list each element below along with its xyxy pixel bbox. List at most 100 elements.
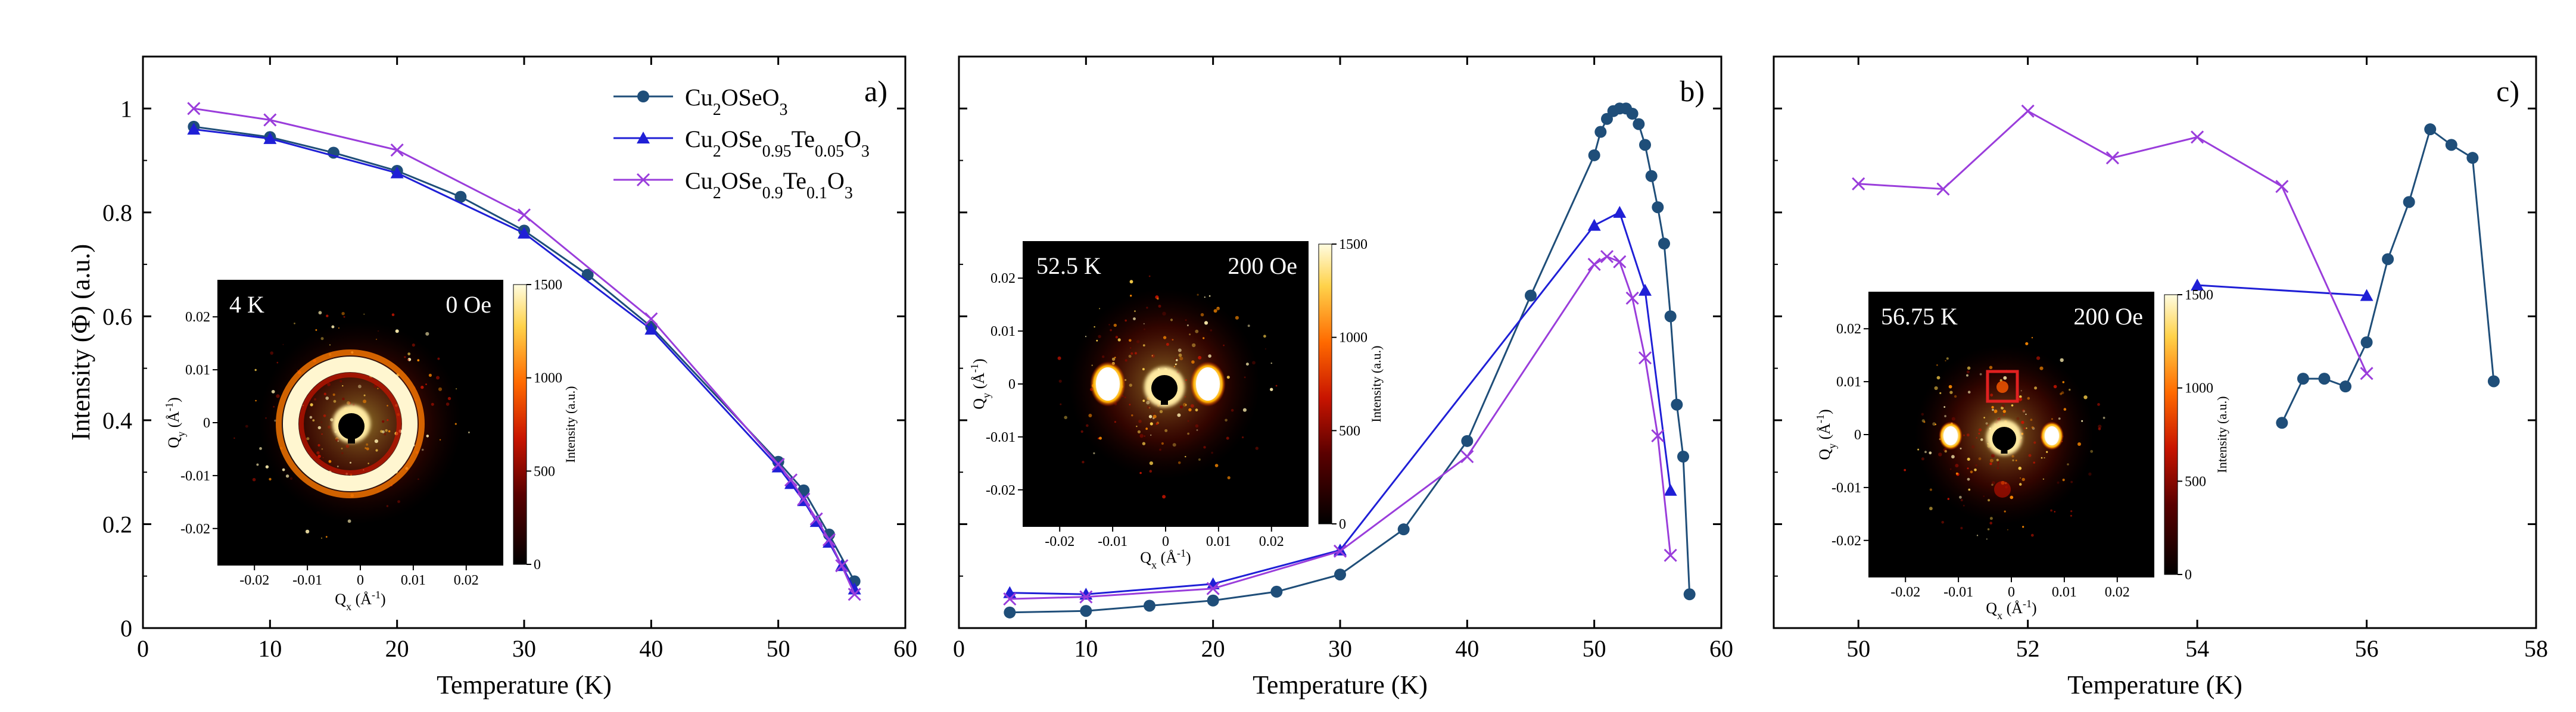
panel-b-series-cu2ose0-9te0-1o3-point [1625,291,1639,305]
speckle-dot [358,385,362,389]
inset-c-ytick-label: -0.02 [1831,533,1861,549]
speckle-dot [1978,457,1982,460]
speckle-dot [2067,463,2069,466]
panel-c-series-cu2ose0-9te0-1o3-point [2191,130,2204,144]
speckle-dot [1947,498,1949,500]
inset-b-colorbar [1318,243,1332,524]
speckle-dot [1991,483,1993,486]
panel-a-series-cu2ose0-9te0-1o3-point [797,492,811,506]
speckle-dot [270,351,274,355]
speckle-dot [1086,424,1089,427]
speckle-dot [2011,404,2014,407]
speckle-dot [265,417,267,419]
speckle-dot [2020,390,2022,392]
speckle-dot [325,536,328,538]
speckle-dot [1989,517,1993,520]
inset-b-ytick-label: -0.01 [986,430,1016,445]
inset-b-colorbar-tick-label: 1000 [1339,330,1368,346]
speckle-dot [1198,458,1201,461]
panel-b-series-cu2ose0-9te0-1o3-point [1206,582,1220,595]
speckle-dot [347,519,351,523]
inset-b-colorbar-label: Intensity (a.u.) [1369,346,1384,423]
speckle-dot [2019,395,2022,398]
speckle-dot [2050,509,2053,512]
inset-c-colorbar-tick-label: 1500 [2185,288,2213,303]
legend-label-te005: Cu2OSe0.95Te0.05O3 [685,126,870,161]
speckle-dot [337,440,339,442]
speckle-dot [365,447,367,449]
speckle-dot [1184,396,1186,398]
panel-b-series-cu2ose0-9te0-1o3-point [1333,544,1347,558]
panel-a-ytick-label: 0.4 [102,407,132,434]
speckle-dot [1192,343,1196,348]
panel-b-series-cu2ose0-9te0-1o3-point [1664,548,1677,562]
inset-c-highlight-box [1986,370,2019,403]
speckle-dot [1161,442,1164,445]
speckle-dot [2077,442,2081,446]
panel-b-series-cu2oseo3-point [1397,523,1410,536]
speckle-dot [1244,376,1246,379]
speckle-dot [1125,359,1127,362]
inset-c-ylabel: Qy (Å-1) [1814,409,1838,460]
speckle-dot [1124,396,1126,398]
speckle-dot [1242,436,1244,439]
speckle-dot [1108,324,1110,326]
speckle-dot [1113,323,1117,327]
inset-c-xtick-label: -0.01 [1943,585,1973,600]
inset-b-colorbar-tick-label: 1500 [1339,237,1368,252]
panel-a-series-cu2oseo3-point [454,191,467,203]
speckle-dot [2070,514,2072,517]
speckle-dot [1094,326,1095,328]
speckle-dot [1195,424,1199,428]
inset-c-ytick-label: 0.01 [1836,374,1861,390]
speckle-dot [2003,376,2007,380]
panel-b-xtick-label: 10 [1074,635,1098,662]
speckle-dot [1172,443,1176,447]
speckle-dot [1091,364,1093,366]
speckle-dot [1989,458,1993,463]
speckle-dot [327,382,331,386]
speckle-dot [320,537,323,539]
panel-b-series-cu2ose0-9te0-1o3-point [1613,255,1627,268]
speckle-dot [397,500,400,503]
speckle-dot [1954,395,1957,398]
speckle-dot [2028,454,2032,457]
speckle-dot [341,312,345,316]
speckle-dot [1178,353,1182,357]
speckle-dot [1966,433,1970,437]
speckle-dot [2025,342,2029,345]
panel-a-series-cu2oseo3-point [581,268,594,281]
panel-c-xtick-label: 50 [1846,635,1870,662]
speckle-dot [1130,295,1132,297]
speckle-dot [1134,310,1136,313]
inset-a-ring-inner [299,373,401,475]
speckle-dot [321,433,323,435]
speckle-dot [282,343,284,345]
panel-c-series-cu2oseo3-line [2281,127,2495,423]
speckle-dot [265,465,269,469]
speckle-dot [363,394,366,396]
speckle-dot [437,357,440,360]
speckle-dot [412,343,415,347]
speckle-dot [1130,347,1132,349]
speckle-dot [366,447,369,451]
speckle-dot [1963,434,1965,436]
speckle-dot [335,438,339,442]
speckle-dot [1096,339,1098,342]
inset-b-ytick-label: 0.02 [990,271,1016,286]
inset-a-colorbar-tick-label: 0 [534,557,541,573]
speckle-dot [2061,391,2064,395]
speckle-dot [2003,414,2005,416]
speckle-dot [2030,419,2033,421]
speckle-dot [2025,413,2027,416]
inset-c: 56.75 K 200 Oe -0.02 -0.01 0 0.01 0.02-0.02-… [1814,288,2229,622]
speckle-dot [438,387,443,391]
inset-c-colorbar-tick-label: 1000 [2185,381,2213,396]
speckle-dot [1938,452,1942,457]
panel-a-series-cu2ose0-95te0-05o3-point [187,123,201,135]
speckle-dot [2060,358,2064,363]
panel-b-series-cu2ose0-9te0-1o3-point [1587,258,1601,271]
inset-a-temperature: 4 K [229,291,264,318]
inset-c-weak-spot-lower [1994,481,2011,498]
panel-c-series-cu2oseo3-point [2403,196,2415,208]
